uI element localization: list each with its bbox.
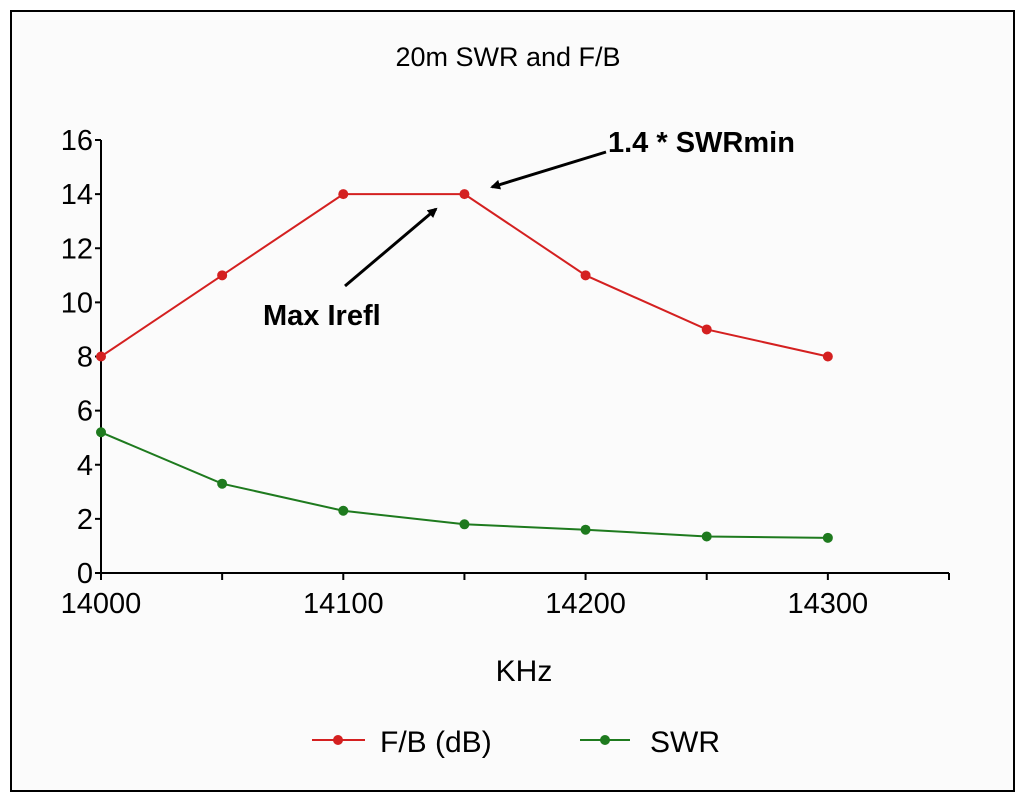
data-point-1-3: [459, 519, 470, 530]
annotation-arrow-swrmin: [490, 150, 607, 190]
legend-marker-fb: [333, 735, 343, 745]
y-tick-label: 4: [77, 450, 93, 482]
data-point-0-4: [580, 270, 591, 281]
legend: F/B (dB) SWR: [312, 726, 720, 759]
data-point-1-5: [701, 531, 712, 542]
y-tick-label: 2: [77, 504, 93, 536]
data-point-1-1: [217, 478, 228, 489]
x-tick-label: 14200: [545, 588, 626, 620]
series-line-0: [100, 193, 829, 358]
chart-title: 20m SWR and F/B: [395, 42, 620, 72]
y-tick-label: 14: [61, 179, 93, 211]
data-point-0-5: [701, 324, 712, 335]
annotation-swrmin: 1.4 * SWRmin: [608, 127, 795, 159]
data-point-0-3: [459, 189, 470, 200]
y-tick-label: 16: [61, 125, 93, 157]
y-tick-label: 6: [77, 396, 93, 428]
data-point-0-2: [338, 189, 349, 200]
data-point-1-2: [338, 505, 349, 516]
x-tick-label: 14100: [303, 588, 384, 620]
chart-frame: [10, 10, 1015, 792]
data-point-0-6: [822, 351, 833, 362]
x-tick-label: 14300: [788, 588, 869, 620]
annotation-arrow-max-irefl: [344, 207, 438, 288]
annotation-max-irefl: Max Irefl: [263, 300, 381, 332]
data-point-1-6: [822, 532, 833, 543]
y-tick-label: 12: [61, 233, 93, 265]
data-point-1-4: [580, 524, 591, 535]
series-group: [96, 189, 833, 543]
x-axis-label: KHz: [496, 655, 553, 688]
y-tick-label: 8: [77, 342, 93, 374]
y-tick-label: 0: [77, 558, 93, 590]
y-tick-label: 10: [61, 287, 93, 319]
legend-marker-swr: [600, 735, 610, 745]
axes: 0 2 4 6 8 10 12 14 16 14000 14100 14200 14300: [61, 125, 950, 620]
data-point-0-0: [96, 351, 106, 362]
x-tick-label: 14000: [61, 588, 142, 620]
data-point-0-1: [217, 270, 228, 281]
legend-label-swr: SWR: [650, 726, 720, 759]
legend-label-fb: F/B (dB): [380, 726, 492, 759]
data-point-1-0: [96, 427, 106, 438]
